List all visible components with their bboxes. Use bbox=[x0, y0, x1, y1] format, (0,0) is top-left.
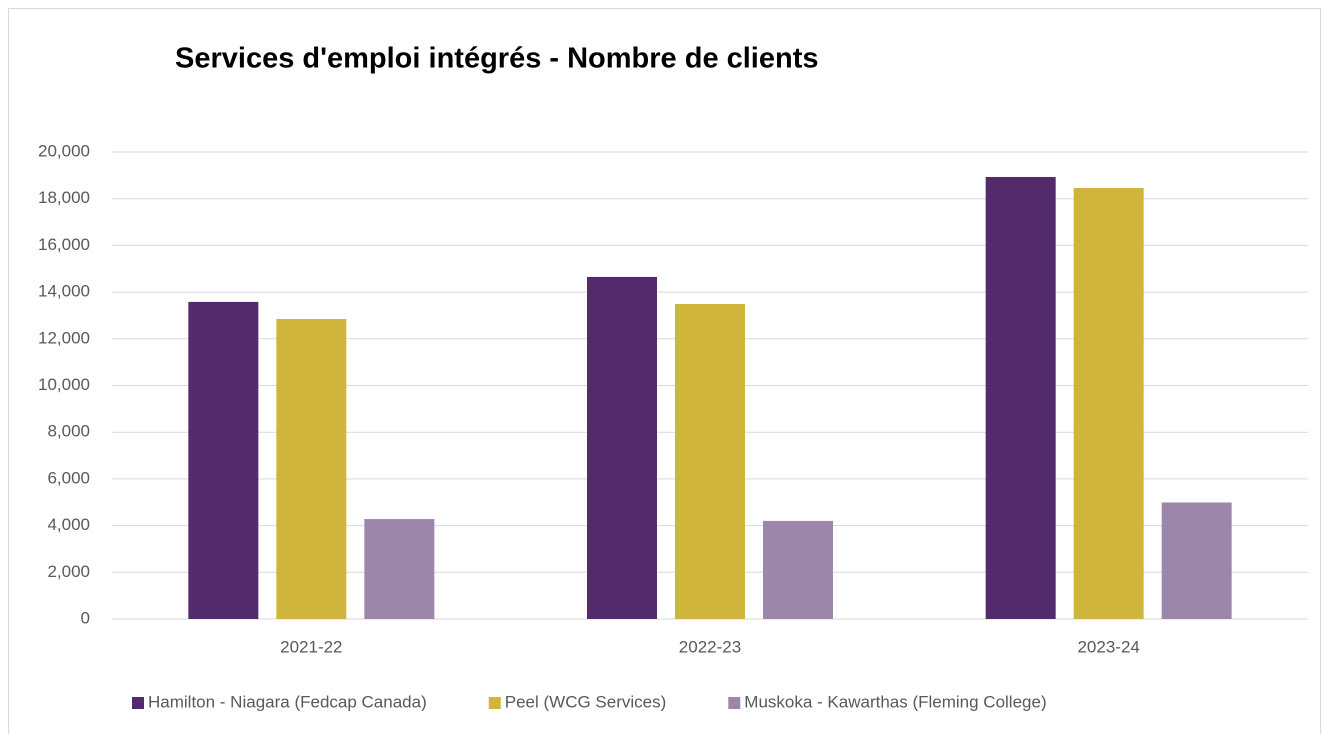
y-tick-label: 12,000 bbox=[38, 328, 90, 347]
y-tick-label: 8,000 bbox=[47, 422, 90, 441]
legend-swatch bbox=[488, 697, 501, 709]
y-tick-label: 18,000 bbox=[38, 188, 90, 207]
legend-label: Peel (WCG Services) bbox=[505, 692, 667, 711]
chart-title: Services d'emploi intégrés - Nombre de c… bbox=[175, 43, 819, 75]
bar bbox=[188, 301, 259, 619]
y-tick-label: 2,000 bbox=[47, 562, 90, 581]
y-tick-label: 16,000 bbox=[38, 235, 90, 254]
chart-border bbox=[8, 8, 1321, 734]
bar bbox=[1073, 187, 1144, 620]
legend-label: Hamilton - Niagara (Fedcap Canada) bbox=[148, 692, 427, 711]
bar bbox=[675, 304, 745, 619]
y-tick-label: 10,000 bbox=[38, 375, 90, 394]
x-tick-label: 2023-24 bbox=[1077, 637, 1139, 656]
y-tick-label: 6,000 bbox=[47, 468, 90, 487]
bar bbox=[1161, 502, 1232, 619]
y-tick-label: 14,000 bbox=[38, 282, 90, 301]
bar bbox=[276, 318, 347, 619]
bar bbox=[587, 276, 657, 619]
bar bbox=[985, 176, 1056, 619]
x-tick-label: 2022-23 bbox=[679, 637, 741, 656]
y-tick-label: 20,000 bbox=[38, 141, 90, 160]
y-tick-label: 4,000 bbox=[47, 515, 90, 534]
y-tick-label: 0 bbox=[81, 608, 90, 627]
x-tick-label: 2021-22 bbox=[280, 637, 342, 656]
legend-label: Muskoka - Kawarthas (Fleming College) bbox=[744, 692, 1046, 711]
bar bbox=[364, 519, 435, 619]
legend-swatch bbox=[132, 697, 144, 709]
legend-swatch bbox=[728, 697, 741, 709]
bar bbox=[763, 520, 833, 619]
